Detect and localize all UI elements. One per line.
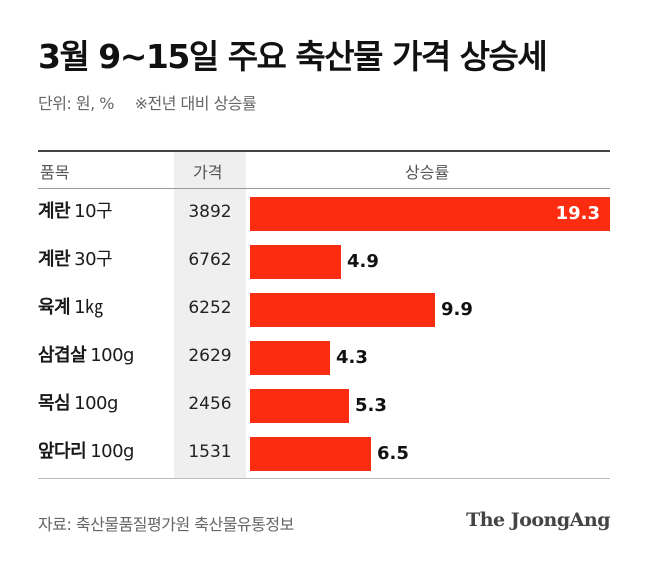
table-row: 목심 100g 2456 5.3 (38, 380, 610, 428)
rate-bar (250, 293, 435, 327)
rate-label: 5.3 (355, 395, 387, 416)
item-name: 계란 (38, 201, 71, 222)
chart-subtitle: 단위: 원, % ※전년 대비 상승률 (38, 90, 257, 114)
item-label: 앞다리 100g (38, 428, 134, 476)
item-label: 계란 30구 (38, 236, 113, 284)
item-unit: 1㎏ (74, 297, 103, 318)
table-row: 계란 30구 6762 4.9 (38, 236, 610, 284)
item-label: 삼겹살 100g (38, 332, 134, 380)
rate-label: 19.3 (555, 203, 600, 224)
rate-label: 4.9 (347, 251, 379, 272)
header-rule (38, 188, 610, 189)
price-column-background (174, 151, 246, 478)
item-unit: 100g (74, 393, 118, 414)
rate-label: 4.3 (336, 347, 368, 368)
header-rate: 상승률 (405, 163, 450, 182)
item-name: 목심 (38, 393, 71, 414)
chart-title: 3월 9~15일 주요 축산물 가격 상승세 (38, 37, 548, 76)
header-price: 가격 (193, 163, 223, 182)
rate-bar (250, 245, 341, 279)
rate-bar (250, 341, 330, 375)
price-value: 6252 (188, 298, 232, 318)
item-label: 육계 1㎏ (38, 284, 103, 332)
unit-label: 단위: 원, % (38, 94, 115, 113)
rate-label: 9.9 (441, 299, 473, 320)
price-value: 3892 (188, 202, 232, 222)
item-unit: 100g (90, 441, 134, 462)
price-value: 2456 (188, 394, 232, 414)
table-row: 앞다리 100g 1531 6.5 (38, 428, 610, 476)
item-name: 계란 (38, 249, 71, 270)
price-value: 2629 (188, 346, 232, 366)
item-label: 계란 10구 (38, 188, 113, 236)
header-item: 품목 (40, 163, 70, 182)
item-name: 앞다리 (38, 441, 87, 462)
item-name: 삼겹살 (38, 345, 87, 366)
rate-bar (250, 197, 610, 231)
brand-logo: The JoongAng (466, 509, 610, 531)
table-row: 계란 10구 3892 19.3 (38, 188, 610, 236)
table-bottom-rule (38, 478, 610, 479)
rate-bar (250, 389, 349, 423)
item-unit: 100g (90, 345, 134, 366)
item-unit: 30구 (74, 249, 113, 270)
rate-label: 6.5 (377, 443, 409, 464)
price-table: 품목 가격 상승률 계란 10구 3892 19.3 계란 30구 6762 4.9 육계 1㎏ 6… (38, 150, 610, 480)
table-row: 육계 1㎏ 6252 9.9 (38, 284, 610, 332)
item-name: 육계 (38, 297, 71, 318)
rate-bar (250, 437, 371, 471)
price-value: 6762 (188, 250, 232, 270)
item-label: 목심 100g (38, 380, 118, 428)
table-top-rule (38, 150, 610, 152)
item-unit: 10구 (74, 201, 113, 222)
table-row: 삼겹살 100g 2629 4.3 (38, 332, 610, 380)
note-label: ※전년 대비 상승률 (134, 94, 257, 113)
source-note: 자료: 축산물품질평가원 축산물유통정보 (38, 515, 294, 534)
price-value: 1531 (188, 442, 232, 462)
